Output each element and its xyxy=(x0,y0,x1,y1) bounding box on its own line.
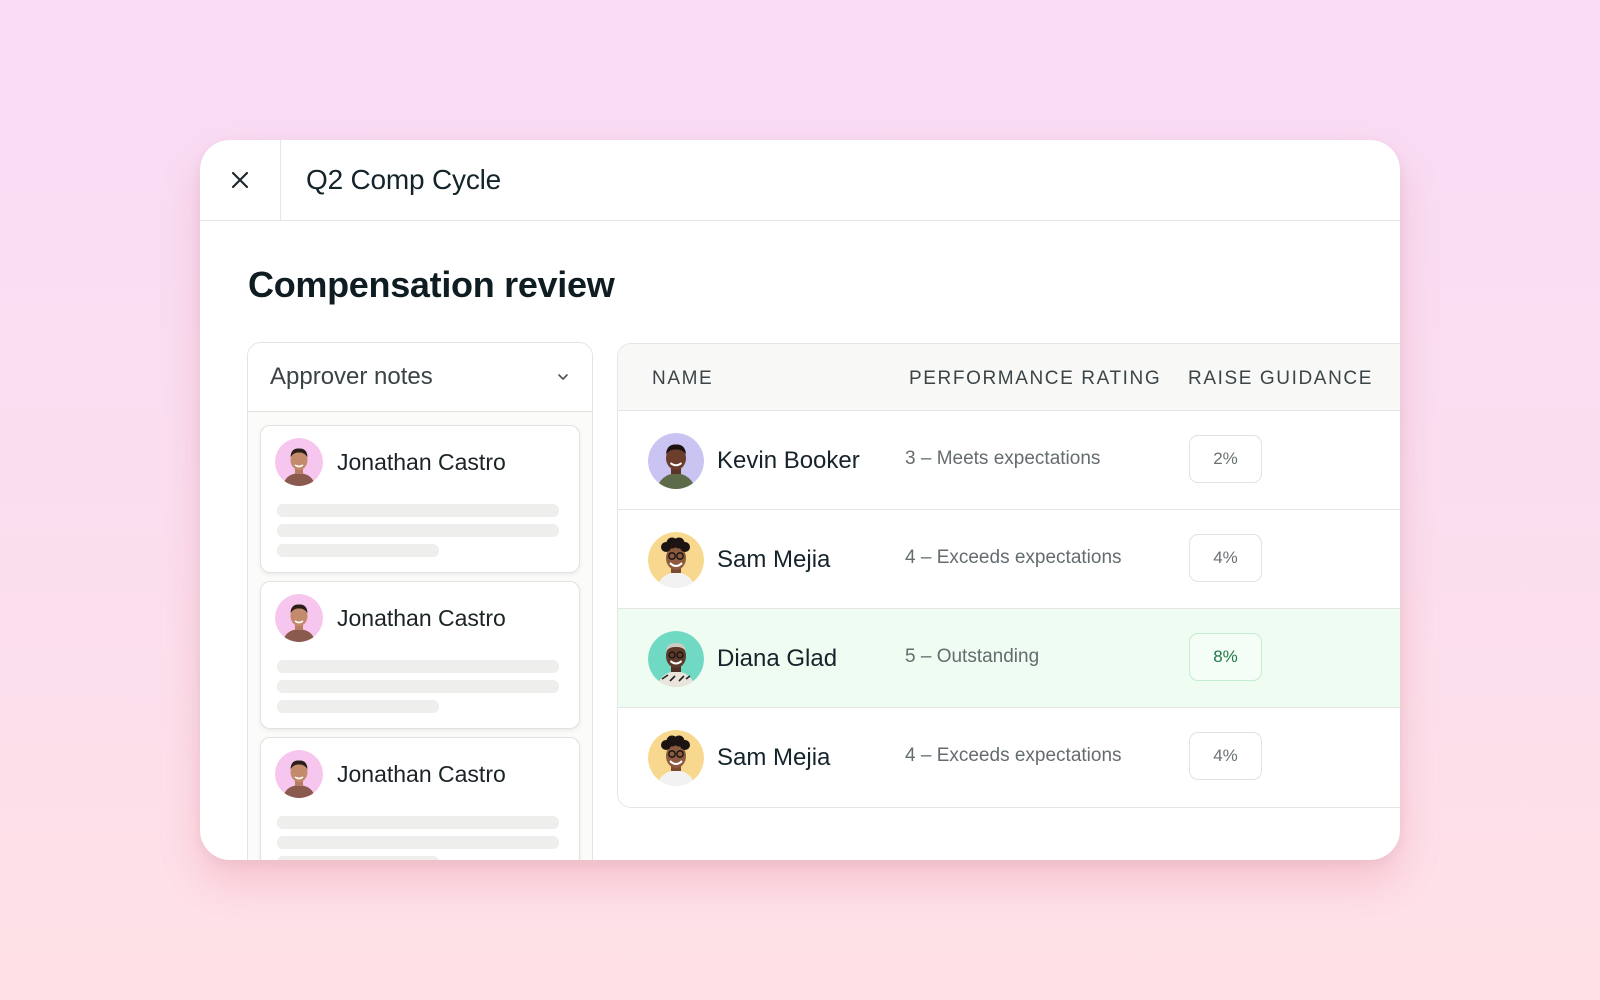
note-text-placeholder xyxy=(277,524,559,537)
column-header-performance-rating[interactable]: PERFORMANCE RATING xyxy=(909,368,1162,389)
performance-rating: 4 – Exceeds expectations xyxy=(905,547,1122,568)
note-author: Jonathan Castro xyxy=(275,438,506,486)
employee-name: Kevin Booker xyxy=(717,447,860,474)
note-author-name: Jonathan Castro xyxy=(337,760,506,787)
approver-notes-dropdown[interactable]: Approver notes xyxy=(248,343,592,412)
raise-guidance-field[interactable]: 4% xyxy=(1189,732,1262,780)
note-text-placeholder xyxy=(277,504,559,517)
note-author-name: Jonathan Castro xyxy=(337,448,506,475)
performance-rating: 5 – Outstanding xyxy=(905,646,1040,667)
avatar xyxy=(648,631,704,687)
cycle-title: Q2 Comp Cycle xyxy=(306,164,502,195)
avatar xyxy=(275,438,323,486)
avatar xyxy=(648,433,704,489)
note-text-placeholder xyxy=(277,660,559,673)
table-row[interactable]: Sam Mejia 4 – Exceeds expectations 4% xyxy=(618,510,1400,609)
close-button[interactable] xyxy=(200,140,281,220)
raise-guidance-field[interactable]: 8% xyxy=(1189,633,1262,681)
approver-notes-label: Approver notes xyxy=(270,363,433,390)
raise-guidance-field[interactable]: 4% xyxy=(1189,534,1262,582)
note-text-placeholder xyxy=(277,544,439,557)
employee: Diana Glad xyxy=(648,631,837,687)
approver-note-card[interactable]: Jonathan Castro xyxy=(260,425,580,573)
note-text-placeholder xyxy=(277,856,439,860)
employee-name: Sam Mejia xyxy=(717,744,831,771)
column-header-name[interactable]: NAME xyxy=(652,368,714,389)
page-title: Compensation review xyxy=(248,264,615,305)
employee: Sam Mejia xyxy=(648,730,830,786)
table-row[interactable]: Sam Mejia 4 – Exceeds expectations 4% xyxy=(618,708,1400,807)
avatar xyxy=(648,730,704,786)
table-header: NAME PERFORMANCE RATING RAISE GUIDANCE xyxy=(618,344,1400,411)
chevron-down-icon xyxy=(558,374,568,380)
note-text-placeholder xyxy=(277,836,559,849)
table-row-highlighted[interactable]: Diana Glad 5 – Outstanding 8% xyxy=(618,609,1400,708)
note-author: Jonathan Castro xyxy=(275,594,506,642)
window-titlebar: Q2 Comp Cycle xyxy=(200,140,1400,221)
performance-rating: 4 – Exceeds expectations xyxy=(905,745,1122,766)
approver-note-card[interactable]: Jonathan Castro xyxy=(260,581,580,729)
employee-name: Diana Glad xyxy=(717,645,838,672)
compensation-table: NAME PERFORMANCE RATING RAISE GUIDANCE K… xyxy=(617,343,1400,808)
note-author: Jonathan Castro xyxy=(275,750,506,798)
approver-note-card[interactable]: Jonathan Castro xyxy=(260,737,580,860)
employee: Sam Mejia xyxy=(648,532,830,588)
approver-notes-panel: Approver notes Jonathan Castro xyxy=(247,342,593,860)
note-author-name: Jonathan Castro xyxy=(337,604,506,631)
avatar xyxy=(648,532,704,588)
employee-name: Sam Mejia xyxy=(717,546,831,573)
avatar xyxy=(275,594,323,642)
note-text-placeholder xyxy=(277,816,559,829)
avatar xyxy=(275,750,323,798)
note-text-placeholder xyxy=(277,680,559,693)
close-icon xyxy=(231,171,249,189)
raise-guidance-field[interactable]: 2% xyxy=(1189,435,1262,483)
employee: Kevin Booker xyxy=(648,433,860,489)
comp-cycle-window: Q2 Comp Cycle Compensation review Approv… xyxy=(200,140,1400,860)
performance-rating: 3 – Meets expectations xyxy=(905,448,1101,469)
note-text-placeholder xyxy=(277,700,439,713)
table-row[interactable]: Kevin Booker 3 – Meets expectations 2% xyxy=(618,411,1400,510)
column-header-raise-guidance[interactable]: RAISE GUIDANCE xyxy=(1188,368,1373,389)
